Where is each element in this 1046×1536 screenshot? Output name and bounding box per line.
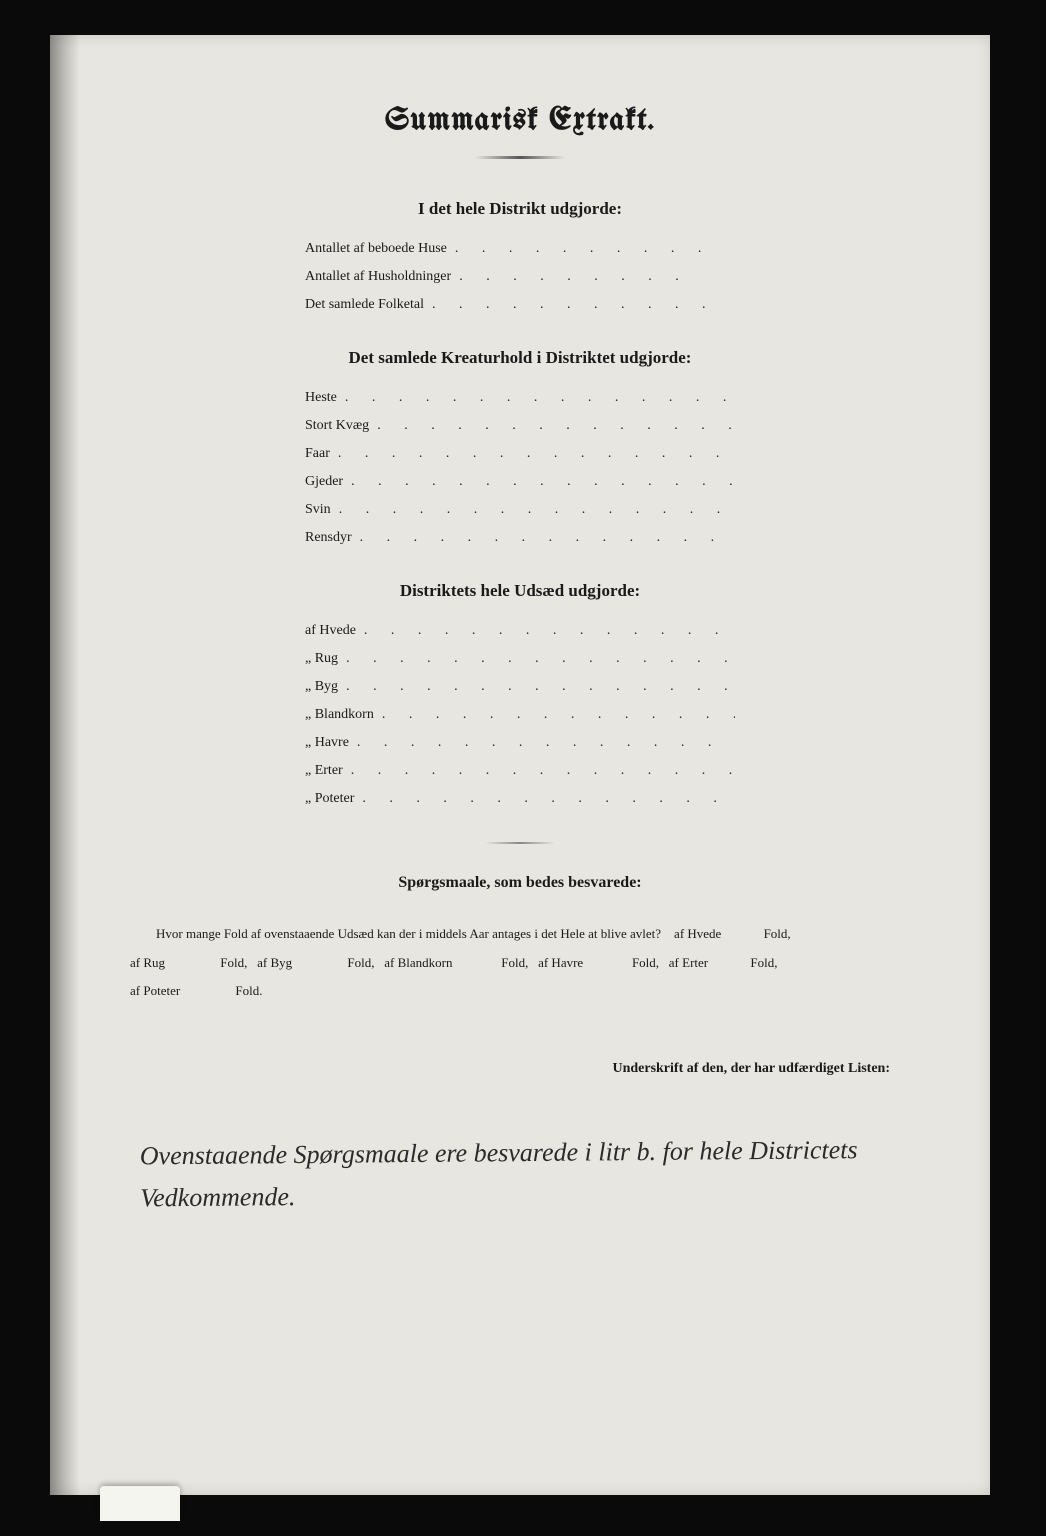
question-body: Hvor mange Fold af ovenstaaende Udsæd ka… <box>130 920 910 1006</box>
list-item: Det samlede Folketal . . . . . . . . . .… <box>305 297 735 313</box>
title-divider <box>475 156 565 159</box>
leader-dots: . . . . . . . . . . . . . . <box>382 707 735 723</box>
list-item: Heste . . . . . . . . . . . . . . . . <box>305 390 735 406</box>
paper-clip <box>100 1486 180 1521</box>
leader-dots: . . . . . . . . . . . . . . . . <box>338 446 735 462</box>
list-item: Faar . . . . . . . . . . . . . . . . <box>305 446 735 462</box>
leader-dots: . . . . . . . . . <box>459 269 735 285</box>
item-label: „ Poteter <box>305 791 354 807</box>
leader-dots: . . . . . . . . . . . . . . . . <box>339 502 735 518</box>
item-label: af Hvede <box>305 623 356 639</box>
section3-list: af Hvede . . . . . . . . . . . . . . . „… <box>305 623 735 807</box>
item-label: „ Havre <box>305 735 349 751</box>
section2-list: Heste . . . . . . . . . . . . . . . . St… <box>305 390 735 546</box>
leader-dots: . . . . . . . . . . . . . . . . <box>351 474 735 490</box>
q-fold: Fold, <box>347 955 374 970</box>
section-divider <box>485 842 555 844</box>
signature-label: Underskrift af den, der har udfærdiget L… <box>120 1061 890 1077</box>
list-item: „ Poteter . . . . . . . . . . . . . . . <box>305 791 735 807</box>
q-fold: Fold, <box>220 955 247 970</box>
q-part: af Erter <box>669 955 708 970</box>
q-fold: Fold, <box>764 926 791 941</box>
q-part: af Havre <box>538 955 583 970</box>
item-label: Svin <box>305 502 331 518</box>
section2-heading: Det samlede Kreaturhold i Distriktet udg… <box>120 348 920 368</box>
item-label: Stort Kvæg <box>305 418 369 434</box>
list-item: Antallet af Husholdninger . . . . . . . … <box>305 269 735 285</box>
leader-dots: . . . . . . . . . . . . . . . <box>360 530 735 546</box>
list-item: „ Erter . . . . . . . . . . . . . . . <box>305 763 735 779</box>
item-label: „ Blandkorn <box>305 707 374 723</box>
handwritten-note: Ovenstaaende Spørgsmaale ere besvarede i… <box>140 1128 921 1218</box>
section1-list: Antallet af beboede Huse . . . . . . . .… <box>305 241 735 313</box>
question-intro: Hvor mange Fold af ovenstaaende Udsæd ka… <box>156 926 661 941</box>
document-page: Summarisk Extrakt. I det hele Distrikt u… <box>50 35 990 1495</box>
list-item: af Hvede . . . . . . . . . . . . . . . <box>305 623 735 639</box>
list-item: Rensdyr . . . . . . . . . . . . . . . <box>305 530 735 546</box>
item-label: Gjeder <box>305 474 343 490</box>
leader-dots: . . . . . . . . . . . . . . . . <box>346 651 735 667</box>
item-label: „ Erter <box>305 763 343 779</box>
list-item: Gjeder . . . . . . . . . . . . . . . . <box>305 474 735 490</box>
list-item: Antallet af beboede Huse . . . . . . . .… <box>305 241 735 257</box>
item-label: Rensdyr <box>305 530 352 546</box>
section3-heading: Distriktets hele Udsæd udgjorde: <box>120 581 920 601</box>
item-label: Heste <box>305 390 337 406</box>
page-title: Summarisk Extrakt. <box>120 105 920 138</box>
item-label: Faar <box>305 446 330 462</box>
section1-heading: I det hele Distrikt udgjorde: <box>120 199 920 219</box>
leader-dots: . . . . . . . . . . . . . . . . <box>346 679 735 695</box>
leader-dots: . . . . . . . . . . <box>455 241 735 257</box>
questions-heading: Spørgsmaale, som bedes besvarede: <box>120 874 920 892</box>
leader-dots: . . . . . . . . . . . <box>432 297 735 313</box>
leader-dots: . . . . . . . . . . . . . . . <box>357 735 735 751</box>
q-part: af Byg <box>257 955 292 970</box>
q-fold: Fold, <box>750 955 777 970</box>
list-item: „ Havre . . . . . . . . . . . . . . . <box>305 735 735 751</box>
list-item: Svin . . . . . . . . . . . . . . . . <box>305 502 735 518</box>
list-item: „ Blandkorn . . . . . . . . . . . . . . <box>305 707 735 723</box>
q-fold: Fold, <box>501 955 528 970</box>
item-label: „ Byg <box>305 679 338 695</box>
q-part: af Hvede <box>674 926 721 941</box>
q-part: af Blandkorn <box>384 955 452 970</box>
list-item: Stort Kvæg . . . . . . . . . . . . . . <box>305 418 735 434</box>
item-label: Antallet af Husholdninger <box>305 269 451 285</box>
q-part: af Rug <box>130 955 165 970</box>
item-label: Det samlede Folketal <box>305 297 424 313</box>
leader-dots: . . . . . . . . . . . . . . . <box>351 763 735 779</box>
item-label: „ Rug <box>305 651 338 667</box>
leader-dots: . . . . . . . . . . . . . . . . <box>345 390 735 406</box>
q-fold: Fold. <box>235 983 262 998</box>
list-item: „ Byg . . . . . . . . . . . . . . . . <box>305 679 735 695</box>
item-label: Antallet af beboede Huse <box>305 241 447 257</box>
q-part: af Poteter <box>130 983 180 998</box>
list-item: „ Rug . . . . . . . . . . . . . . . . <box>305 651 735 667</box>
q-fold: Fold, <box>632 955 659 970</box>
leader-dots: . . . . . . . . . . . . . . . <box>362 791 735 807</box>
leader-dots: . . . . . . . . . . . . . . . <box>364 623 735 639</box>
leader-dots: . . . . . . . . . . . . . . <box>377 418 735 434</box>
